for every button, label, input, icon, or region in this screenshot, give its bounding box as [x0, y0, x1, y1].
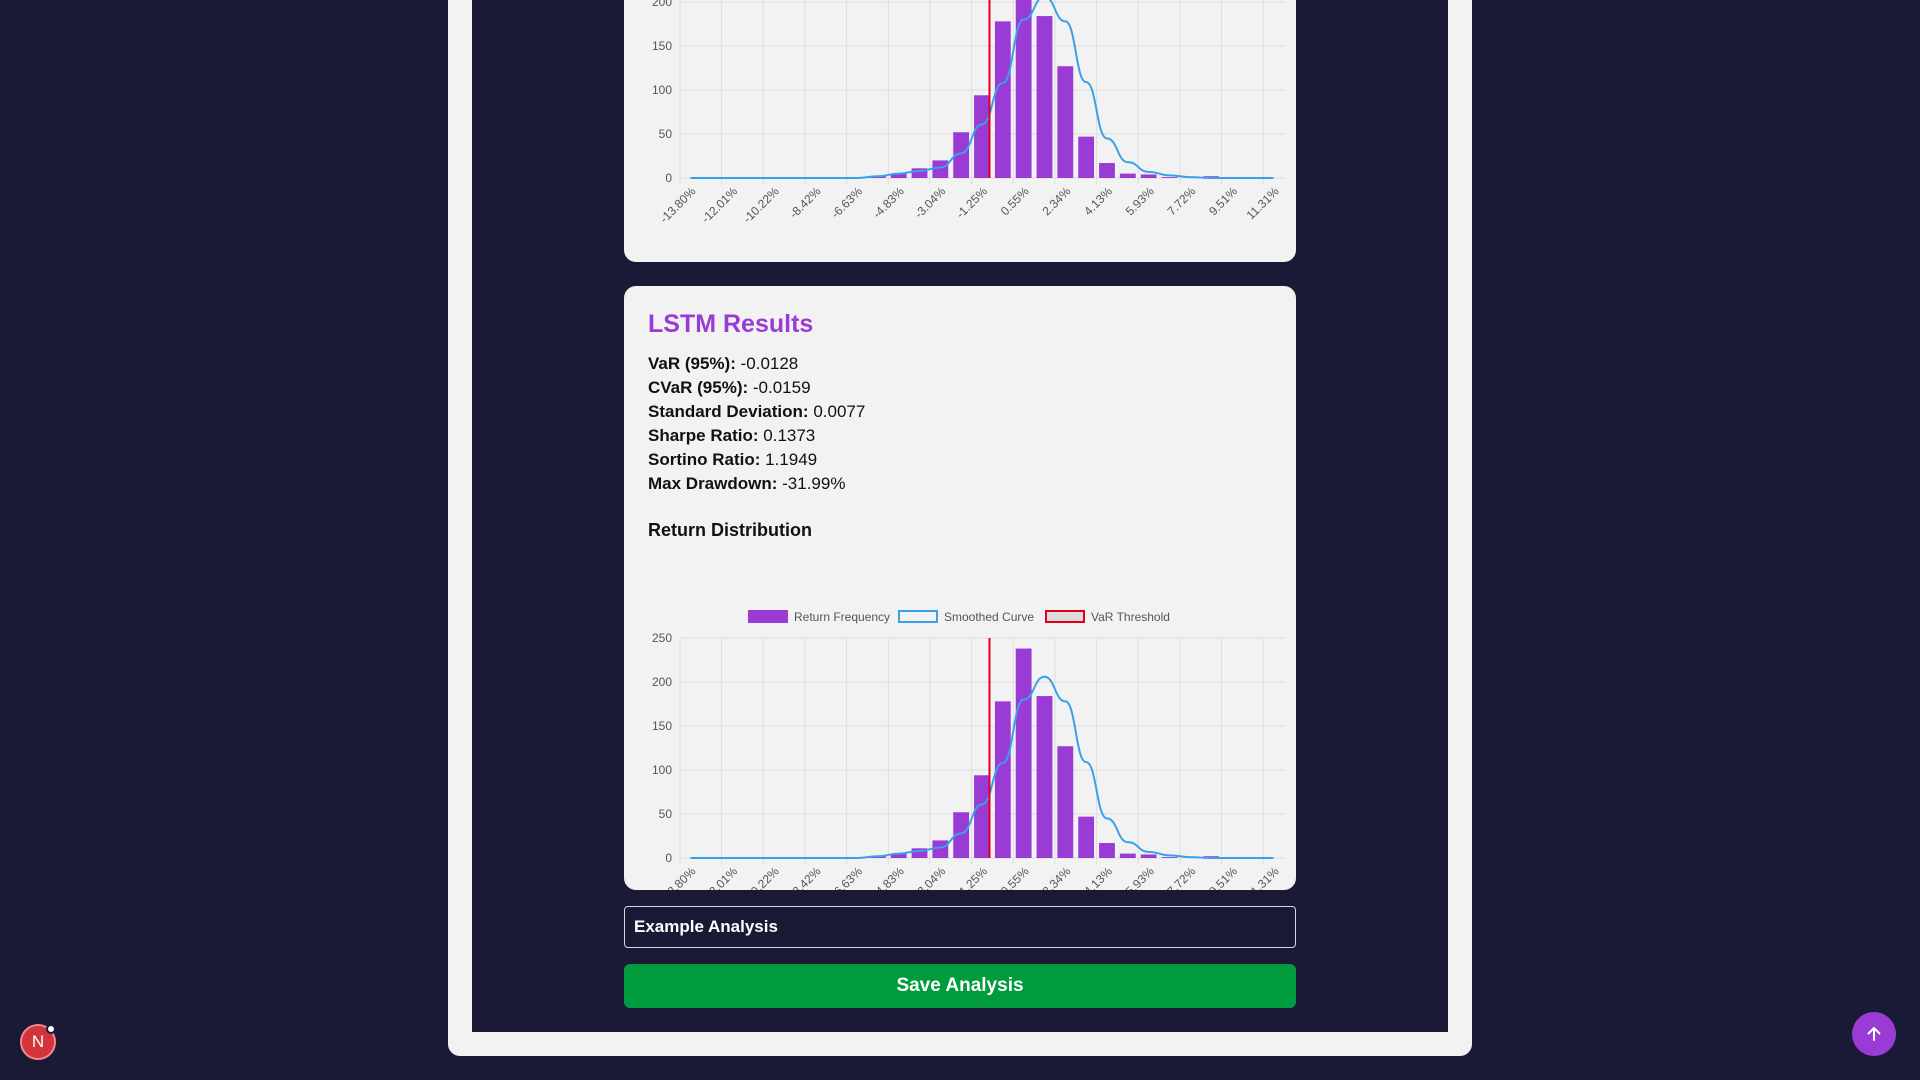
x-tick-label: 9.51% — [1206, 864, 1240, 890]
histogram-bar — [1119, 173, 1136, 178]
lstm-results-title: LSTM Results — [648, 310, 814, 338]
histogram-bar — [1015, 648, 1032, 858]
histogram-bar — [1099, 843, 1115, 858]
metric-sortino: Sortino Ratio: 1.1949 — [648, 450, 818, 469]
smoothed-curve-line — [690, 675, 1274, 859]
x-tick-label: 7.72% — [1164, 184, 1198, 218]
x-tick-label: 4.13% — [1081, 184, 1115, 218]
x-tick-label: -4.83% — [870, 864, 907, 890]
metric-var: VaR (95%): -0.0128 — [648, 354, 799, 373]
y-tick-label: 200 — [652, 0, 672, 9]
metrics-list: VaR (95%): -0.0128 CVaR (95%): -0.0159 S… — [648, 352, 865, 496]
x-tick-label: -13.80% — [657, 184, 699, 226]
x-tick-label: 2.34% — [1039, 864, 1073, 890]
histogram-bar — [932, 840, 949, 858]
x-tick-label: -6.63% — [828, 864, 865, 890]
y-tick-label: 0 — [665, 171, 672, 185]
histogram-bar — [994, 701, 1011, 858]
x-tick-label: -13.80% — [657, 864, 699, 890]
histogram-bar — [1057, 66, 1074, 178]
histogram-bar — [974, 95, 990, 178]
y-tick-label: 200 — [652, 675, 672, 689]
histogram-bar — [1015, 0, 1032, 179]
histogram-bar — [1161, 177, 1178, 178]
histogram-bar — [911, 848, 928, 858]
x-tick-label: -3.04% — [912, 864, 949, 890]
avatar-notification-dot — [46, 1024, 56, 1034]
legend-label: Smoothed Curve — [944, 610, 1034, 624]
histogram-bar — [1140, 854, 1157, 858]
x-tick-label: -12.01% — [699, 184, 741, 226]
x-tick-label: 0.55% — [998, 864, 1032, 890]
histogram-bar — [1119, 853, 1136, 858]
x-tick-label: 7.72% — [1164, 864, 1198, 890]
legend-swatch — [1045, 610, 1085, 623]
x-tick-label: -6.63% — [828, 184, 865, 221]
y-tick-label: 0 — [665, 851, 672, 865]
analysis-name-input[interactable] — [624, 906, 1296, 948]
y-tick-label: 50 — [659, 807, 673, 821]
metric-sharpe: Sharpe Ratio: 0.1373 — [648, 426, 816, 445]
x-tick-label: -10.22% — [740, 184, 782, 226]
avatar-initial: N — [31, 1032, 45, 1051]
x-tick-label: 9.51% — [1206, 184, 1240, 218]
histogram-bar — [974, 775, 990, 858]
x-tick-label: -1.25% — [953, 864, 990, 890]
save-analysis-button[interactable]: Save Analysis — [624, 964, 1296, 1008]
x-tick-label: -1.25% — [953, 184, 990, 221]
x-tick-label: 5.93% — [1123, 184, 1157, 218]
histogram-bar — [994, 21, 1011, 178]
histogram-bar — [953, 812, 970, 858]
metric-cvar: CVaR (95%): -0.0159 — [648, 378, 811, 397]
histogram-bar — [890, 173, 907, 178]
histogram-bar — [1140, 174, 1157, 178]
histogram-bar — [890, 853, 907, 858]
lstm-results-card: LSTM Results VaR (95%): -0.0128 CVaR (95… — [624, 286, 1296, 890]
x-tick-label: 11.31% — [1244, 864, 1282, 890]
distribution-chart-lstm: 0 50 100 150 200 250 -13.80% -12.01% -10.22% -8.4… — [652, 610, 1284, 890]
legend-label: Return Frequency — [794, 610, 890, 624]
x-tick-label: -8.42% — [787, 184, 824, 221]
legend-label: VaR Threshold — [1091, 610, 1170, 624]
x-tick-label: 2.34% — [1039, 184, 1073, 218]
x-tick-label: 4.13% — [1081, 864, 1115, 890]
smoothed-curve-line — [690, 0, 1274, 180]
x-tick-label: -4.83% — [870, 184, 907, 221]
histogram-bar — [1078, 816, 1095, 858]
y-tick-label: 150 — [652, 719, 672, 733]
arrow-up-icon — [1867, 1027, 1881, 1041]
x-tick-label: 0.55% — [998, 184, 1032, 218]
x-tick-label: -12.01% — [699, 864, 741, 890]
histogram-bar — [932, 160, 949, 178]
histogram-bar — [1099, 163, 1115, 178]
histogram-bar — [1161, 857, 1178, 858]
x-tick-label: 5.93% — [1123, 864, 1157, 890]
y-tick-label: 50 — [659, 127, 673, 141]
x-tick-label: -10.22% — [740, 864, 782, 890]
distribution-title: Return Distribution — [648, 520, 812, 540]
metric-std-dev: Standard Deviation: 0.0077 — [648, 402, 866, 421]
x-tick-label: -3.04% — [912, 184, 949, 221]
y-tick-label: 100 — [652, 83, 672, 97]
y-tick-label: 100 — [652, 763, 672, 777]
histogram-bar — [1057, 746, 1074, 858]
x-tick-label: 11.31% — [1244, 184, 1282, 222]
legend-swatch — [748, 610, 788, 623]
histogram-bar — [1036, 16, 1053, 178]
histogram-bar — [1036, 696, 1053, 858]
y-tick-label: 250 — [652, 631, 672, 645]
histogram-bar — [911, 168, 928, 178]
x-tick-label: -8.42% — [787, 864, 824, 890]
histogram-bar — [1078, 136, 1095, 178]
scroll-top-button[interactable] — [1852, 1012, 1896, 1056]
y-tick-label: 150 — [652, 39, 672, 53]
previous-results-card: 0 50 100 150 200 -13.80% -12.01% -10.22% -8.42% -… — [624, 0, 1296, 262]
metric-max-drawdown: Max Drawdown: -31.99% — [648, 474, 846, 493]
legend-swatch — [898, 610, 938, 623]
histogram-bar — [953, 132, 970, 178]
